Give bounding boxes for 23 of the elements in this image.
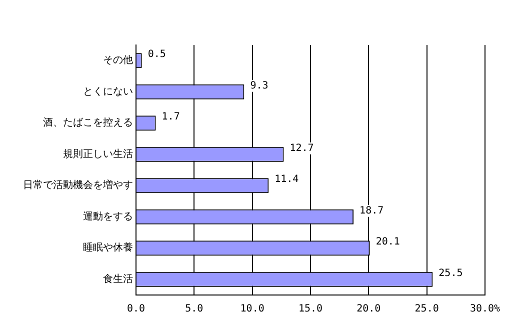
y-tick-label: 酒、たばこを控える (43, 116, 133, 129)
y-tick-label: 規則正しい生活 (63, 148, 133, 160)
x-tick-label: 15.0 (298, 304, 323, 315)
data-label: 18.7 (360, 205, 384, 216)
x-tick-label: 0.0 (126, 304, 146, 315)
y-tick-label: 睡眠や休養 (83, 242, 133, 254)
data-label: 20.1 (376, 236, 400, 248)
y-tick-label: 日常で活動機会を増やす (23, 179, 133, 192)
data-label: 9.3 (250, 80, 268, 92)
x-tick-label: 20.0 (356, 304, 381, 315)
y-tick-label: その他 (103, 54, 133, 66)
y-tick-label: 食生活 (103, 272, 133, 285)
data-label: 0.5 (148, 49, 166, 60)
data-label: 12.7 (290, 142, 314, 154)
y-tick-label: 運動をする (83, 210, 133, 222)
x-tick-label: 10.0 (240, 304, 264, 315)
x-tick-label: 25.0 (414, 304, 439, 315)
data-label: 25.5 (438, 268, 463, 279)
x-tick-label: 30.0% (470, 304, 500, 315)
data-label: 11.4 (274, 174, 299, 186)
x-tick-label: 5.0 (185, 304, 204, 315)
y-tick-label: とくにない (83, 86, 133, 98)
data-label: 1.7 (162, 112, 180, 123)
